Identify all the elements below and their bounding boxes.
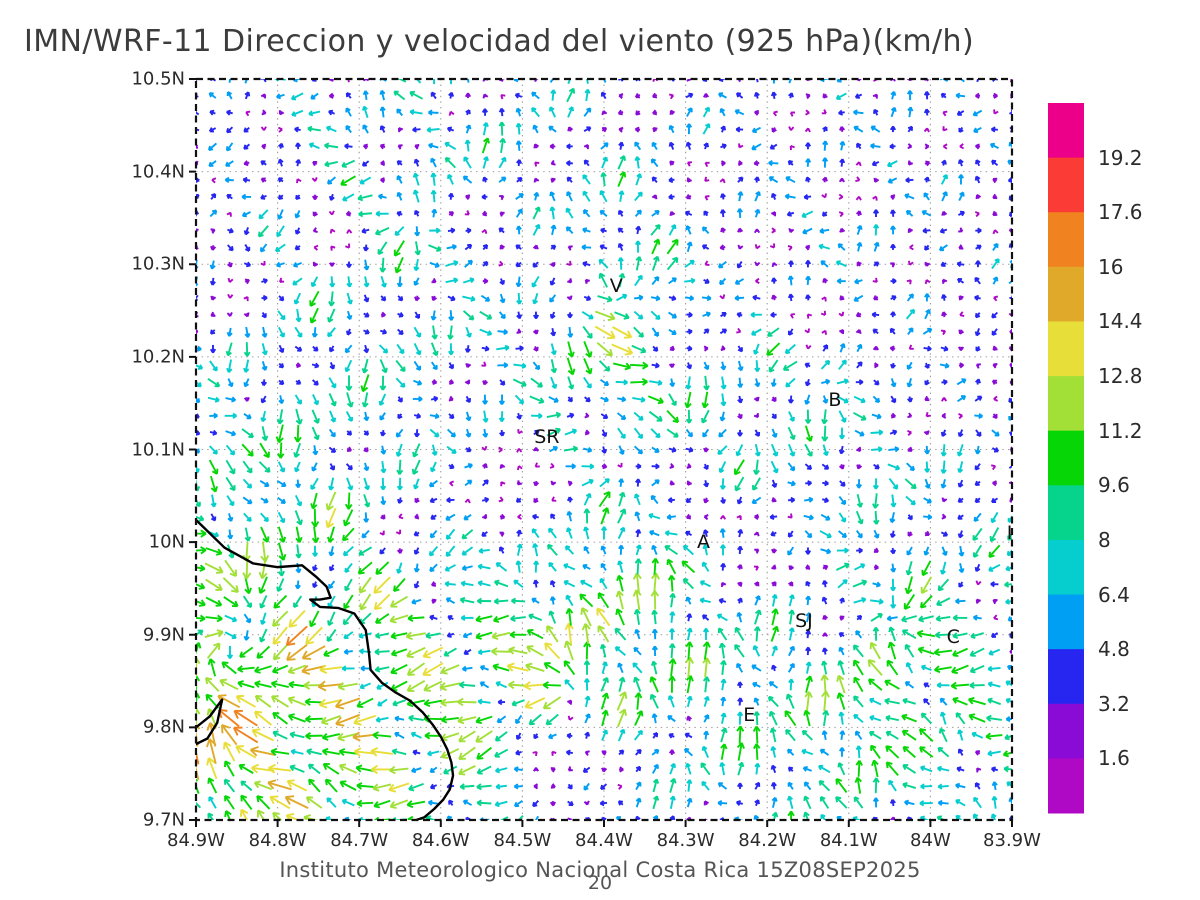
y-axis-tick-label: 10.2N: [131, 346, 185, 368]
colorbar-tick-label: 8: [1098, 527, 1111, 552]
y-axis-tick-label: 10N: [148, 531, 185, 553]
x-axis-tick-label: 84.8W: [248, 830, 307, 851]
colorbar-tick-label: 12.8: [1098, 364, 1143, 389]
footer-page-number: 20: [587, 872, 613, 894]
x-axis-tick-label: 84.1W: [819, 830, 878, 851]
y-axis-tick-label: 10.4N: [131, 161, 185, 183]
footer-credit: Instituto Meteorologico Nacional Costa R…: [279, 858, 921, 882]
colorbar-tick-label: 19.2: [1098, 145, 1143, 170]
x-axis-tick-label: 84W: [910, 830, 951, 851]
colorbar-tick-label: 17.6: [1098, 200, 1143, 225]
x-axis-tick-label: 84.4W: [575, 830, 633, 851]
y-axis-tick-label: 10.3N: [131, 253, 185, 275]
colorbar-tick-label: 4.8: [1098, 637, 1130, 662]
station-label-e: E: [743, 704, 756, 727]
station-label-i: I: [1006, 521, 1013, 544]
colorbar-tick-label: 6.4: [1098, 582, 1130, 607]
axis-ticks: [189, 78, 1013, 827]
colorbar-tick-label: 16: [1098, 254, 1124, 279]
colorbar-tick-label: 11.2: [1098, 418, 1143, 443]
colorbar-tick-label: 14.4: [1098, 309, 1143, 334]
station-label-v: V: [609, 274, 623, 297]
y-axis-tick-label: 10.1N: [131, 439, 185, 460]
station-label-a: A: [697, 531, 711, 554]
colorbar-tick-label: 3.2: [1098, 691, 1130, 716]
x-axis-tick-label: 84.7W: [330, 830, 389, 851]
colorbar-tick-label: 1.6: [1098, 746, 1130, 771]
x-axis-tick-label: 84.2W: [738, 830, 797, 851]
colorbar: [1048, 103, 1084, 814]
x-axis-tick-label: 83.9W: [983, 830, 1041, 851]
x-axis-tick-label: 84.5W: [493, 830, 552, 851]
y-axis-tick-label: 9.9N: [142, 624, 185, 646]
station-label-c: C: [946, 625, 960, 648]
coastline: [196, 518, 455, 820]
page-title: IMN/WRF-11 Direccion y velocidad del vie…: [24, 24, 975, 59]
x-axis-tick-label: 84.9W: [167, 830, 225, 851]
x-axis-tick-label: 84.3W: [656, 830, 715, 851]
station-label-b: B: [828, 389, 842, 412]
x-axis-tick-label: 84.6W: [411, 830, 470, 851]
colorbar-tick-label: 9.6: [1098, 473, 1130, 498]
station-label-sr: SR: [534, 426, 560, 449]
y-axis-tick-label: 9.8N: [142, 716, 185, 738]
station-label-sj: SJ: [795, 609, 813, 632]
wind-arrows: [196, 79, 1012, 820]
y-axis-tick-label: 10.5N: [131, 68, 185, 90]
y-axis-tick-label: 9.7N: [142, 809, 185, 831]
